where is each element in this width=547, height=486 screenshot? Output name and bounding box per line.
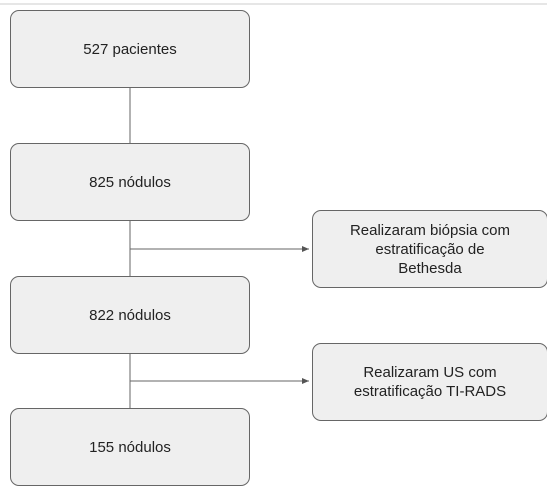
flow-box: 155 nódulos [10, 408, 250, 486]
side-box: Realizaram biópsia com estratificação de B… [312, 210, 547, 288]
flow-box: 527 pacientes [10, 10, 250, 88]
box-text: Bethesda [398, 259, 462, 277]
box-text: estratificação de [375, 240, 485, 258]
box-text: Realizaram US com [363, 364, 497, 381]
box-text: 822 nódulos [89, 306, 171, 324]
box-text: 527 pacientes [83, 40, 177, 58]
flow-box: 822 nódulos [10, 276, 250, 354]
box-text: 825 nódulos [89, 173, 171, 191]
flow-box: 825 nódulos [10, 143, 250, 221]
box-text: 155 nódulos [89, 438, 171, 456]
box-text: Realizaram biópsia com [349, 221, 511, 239]
box-text: estratificação TI-RADS [353, 383, 507, 400]
side-box: Realizaram US com estratificação TI-RADS [312, 343, 547, 421]
